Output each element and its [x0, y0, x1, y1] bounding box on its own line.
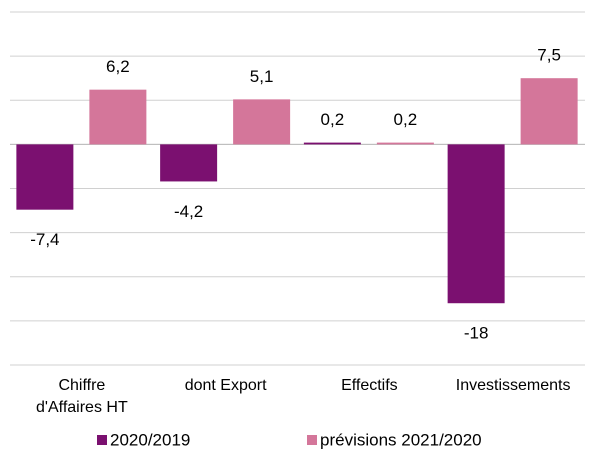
- x-tick-label-box: dont Export: [184, 377, 267, 394]
- legend-label: 2020/2019: [110, 430, 190, 449]
- data-label: -7,4: [30, 230, 59, 249]
- data-label: -4,2: [174, 202, 203, 221]
- legend-swatch: [97, 435, 107, 445]
- x-tick-label: Investissements: [455, 377, 571, 394]
- x-tick-label: Chiffre d'Affaires HT: [36, 377, 128, 416]
- x-tick-label-box: Effectifs: [341, 377, 398, 394]
- data-label: 0,2: [321, 110, 345, 129]
- legend-swatch: [307, 435, 317, 445]
- bar: [89, 89, 147, 145]
- bar: [16, 144, 74, 210]
- data-label: 7,5: [537, 46, 561, 65]
- legend-label: prévisions 2021/2020: [320, 430, 482, 449]
- data-label: 0,2: [394, 110, 418, 129]
- x-tick-label-box: Chiffre d'Affaires HT: [36, 377, 128, 416]
- x-tick-label: Effectifs: [341, 377, 398, 394]
- bar: [520, 78, 578, 145]
- bar: [303, 142, 361, 145]
- data-label: 6,2: [106, 57, 130, 76]
- data-label: 5,1: [250, 67, 274, 86]
- x-tick-label: dont Export: [184, 377, 267, 394]
- data-label: -18: [464, 324, 489, 343]
- bar: [233, 99, 291, 145]
- bar: [376, 142, 434, 145]
- bar: [447, 144, 505, 304]
- x-tick-label-box: Investissements: [455, 377, 571, 394]
- bar: [160, 144, 218, 182]
